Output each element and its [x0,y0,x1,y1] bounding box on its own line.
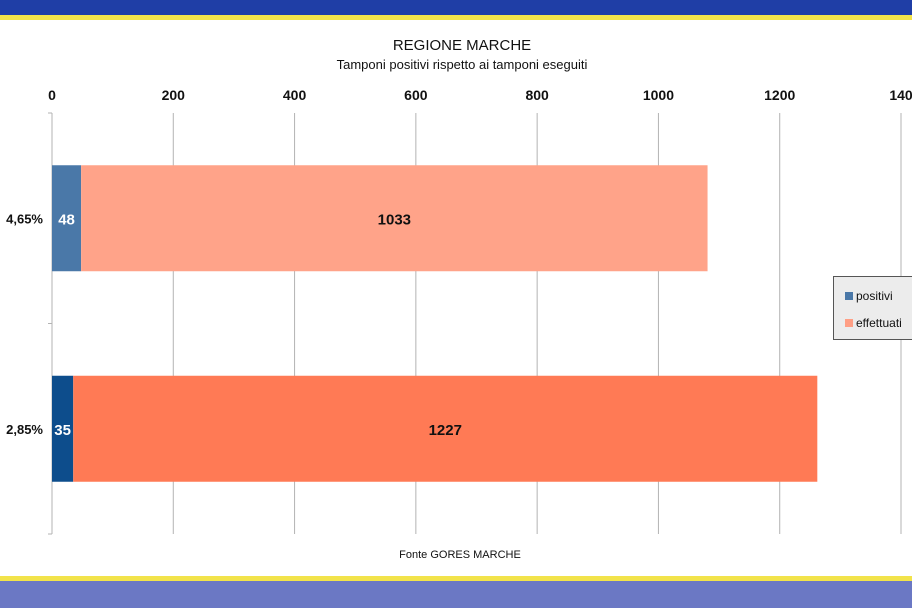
bar-effettuati [73,375,818,482]
legend-label-positivi: positivi [856,289,893,303]
data-label-positivi: 48 [58,211,75,228]
legend-swatch-effettuati [845,319,853,327]
x-tick-label: 800 [525,87,549,103]
bar-positivi [52,375,74,482]
category-label: 4,65% [6,211,43,226]
chart-title: REGIONE MARCHE [392,37,532,54]
data-label-effettuati: 1033 [378,211,411,228]
x-tick-label: 140 [889,87,912,103]
top-blue-band [0,0,912,15]
category-label: 2,85% [6,422,43,437]
data-label-effettuati: 1227 [429,422,462,439]
source-note: Fonte GORES MARCHE [399,549,521,561]
bottom-blue-band [0,581,912,608]
bar-effettuati [81,165,708,272]
x-tick-label: 1000 [643,87,674,103]
top-yellow-stripe [0,15,912,20]
legend-item-effettuati: effettuati [845,316,902,330]
stacked-bar-chart: 0 200 400 600 800 1000 1200 140 4,65% 48 1033 2,85%… [6,87,912,535]
legend-item-positivi: positivi [845,289,893,303]
chart-subtitle: Tamponi positivi rispetto ai tamponi ese… [336,57,588,72]
bottom-yellow-stripe [0,576,912,581]
chart-legend: positivi effettuati [833,276,912,340]
x-tick-label: 200 [162,87,186,103]
x-tick-label: 400 [283,87,307,103]
data-label-positivi: 35 [54,422,71,439]
x-tick-label: 1200 [764,87,795,103]
legend-label-effettuati: effettuati [856,316,902,330]
legend-swatch-positivi [845,292,853,300]
x-tick-label: 600 [404,87,428,103]
x-tick-label: 0 [48,87,56,103]
bar-positivi [52,165,82,272]
